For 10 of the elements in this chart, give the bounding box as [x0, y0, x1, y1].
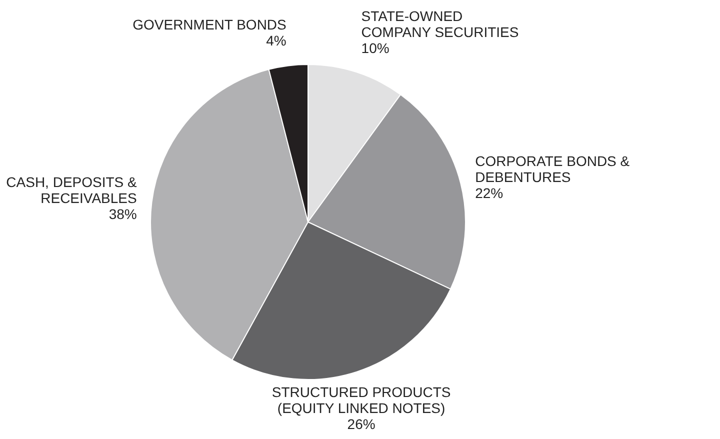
data-label: 22% [475, 184, 504, 201]
slice-label: CASH, DEPOSITS & RECEIVABLES [6, 174, 138, 206]
slice-label: STATE-OWNED COMPANY SECURITIES [361, 8, 519, 40]
slice-label: GOVERNMENT BONDS [132, 16, 286, 33]
slice-label: CORPORATE BONDS & DEBENTURES [475, 152, 630, 185]
slice-label: STRUCTURED PRODUCTS (EQUITY LINKED NOTES) [272, 384, 451, 416]
data-label: 38% [108, 206, 137, 222]
data-label: 10% [361, 40, 390, 56]
data-label: 26% [347, 416, 376, 432]
data-label: 4% [266, 32, 286, 49]
